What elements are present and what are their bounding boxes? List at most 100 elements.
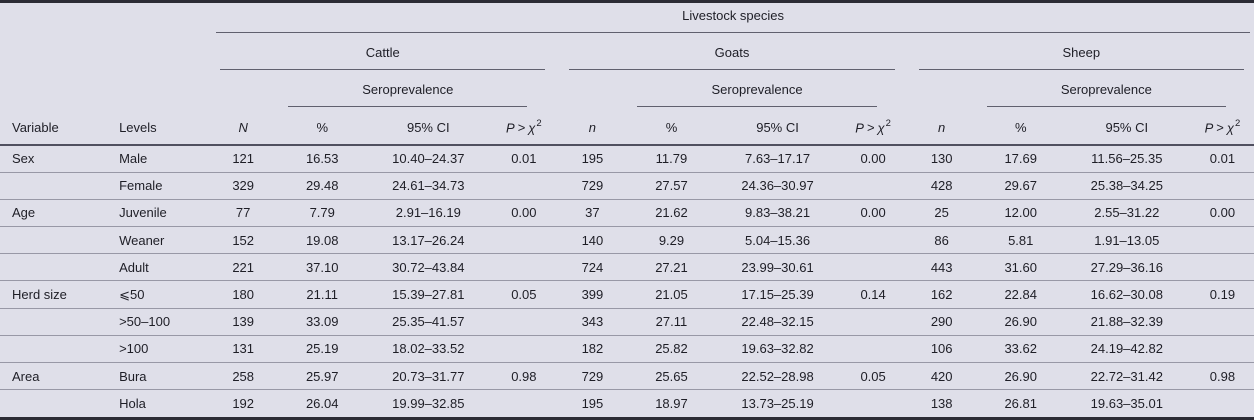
cell-cattle-percent: 26.04 <box>280 389 365 417</box>
cell-cattle-count: 180 <box>206 280 281 309</box>
cell-variable: Age <box>0 198 108 227</box>
cell-goats-percent: 27.11 <box>629 307 714 336</box>
cell-goats-p <box>841 307 905 336</box>
cell-cattle-ci: 19.99–32.85 <box>364 389 493 417</box>
cell-sheep-p <box>1190 171 1254 200</box>
cell-goats-ci: 22.52–28.98 <box>713 361 842 390</box>
cell-level: Hola <box>107 389 207 417</box>
cell-cattle-percent: 25.97 <box>280 361 365 390</box>
cell-sheep-ci: 16.62–30.08 <box>1062 280 1191 309</box>
cell-goats-ci: 24.36–30.97 <box>713 171 842 200</box>
header-livestock-species: Livestock species <box>206 3 1254 33</box>
cell-level: >100 <box>107 334 207 363</box>
cell-sheep-ci: 2.55–31.22 <box>1062 198 1191 227</box>
livestock-species-spanner: Livestock species <box>216 8 1250 33</box>
cell-sheep-percent: 26.81 <box>978 389 1063 417</box>
cell-sheep-ci: 25.38–34.25 <box>1062 171 1191 200</box>
cell-sheep-ci: 19.63–35.01 <box>1062 389 1191 417</box>
col-header-cattle-p: P > χ2 <box>492 107 556 146</box>
p-symbol: P <box>506 120 515 135</box>
seroprevalence-spanner: Seroprevalence <box>637 82 877 107</box>
cell-goats-ci: 17.15–25.39 <box>713 280 842 309</box>
col-header-sheep-ci: 95% CI <box>1062 107 1191 146</box>
cell-cattle-ci: 2.91–16.19 <box>364 198 493 227</box>
table-row: Female 329 29.48 24.61–34.73 729 27.57 24.36–3… <box>0 171 1254 200</box>
cell-cattle-count: 139 <box>206 307 281 336</box>
col-header-cattle-count: N <box>206 107 281 146</box>
cell-sheep-ci: 22.72–31.42 <box>1062 361 1191 390</box>
cell-goats-percent: 21.62 <box>629 198 714 227</box>
chi-superscript: 2 <box>885 117 891 129</box>
cell-sheep-p <box>1190 253 1254 281</box>
header-row-livestock: Livestock species <box>0 3 1254 33</box>
cell-sheep-percent: 17.69 <box>1004 151 1037 167</box>
cell-goats-ci: 9.83–38.21 <box>713 198 842 227</box>
cell-goats-count: 140 <box>555 226 630 254</box>
col-header-sheep-count: n <box>904 107 979 146</box>
col-header-sheep-percent: % <box>978 107 1063 146</box>
cell-goats-p: 0.00 <box>841 198 905 227</box>
cell-cattle-p: 0.98 <box>492 361 556 390</box>
col-header-variable: Variable <box>0 107 108 146</box>
cell-goats-percent: 21.05 <box>629 280 714 309</box>
cell-cattle-count: 329 <box>206 171 281 200</box>
cell-cattle-percent: 25.19 <box>280 334 365 363</box>
cell-sheep-count: 86 <box>904 226 979 254</box>
cattle-label: Cattle <box>365 45 400 60</box>
header-spacer <box>555 70 629 107</box>
header-species-cattle: Cattle <box>206 33 555 70</box>
cell-cattle-percent: 21.11 <box>280 280 365 309</box>
cell-goats-p <box>841 334 905 363</box>
table-row: Area Bura 258 25.97 20.73–31.77 0.98 729 25.65 2… <box>0 361 1254 390</box>
cell-cattle-p: 0.05 <box>492 280 556 309</box>
cell-level: ⩽50 <box>107 280 207 309</box>
sheep-label: Sheep <box>1062 45 1101 60</box>
table-row: >50–100 139 33.09 25.35–41.57 343 27.11 22.48–… <box>0 307 1254 336</box>
seroprevalence-label: Seroprevalence <box>1060 82 1152 97</box>
table-row: Hola 192 26.04 19.99–32.85 195 18.97 13.73–25.… <box>0 389 1254 417</box>
cell-sheep-p <box>1190 389 1254 417</box>
table-row: >100 131 25.19 18.02–33.52 182 25.82 19.63–32.… <box>0 334 1254 363</box>
cell-cattle-ci: 24.61–34.73 <box>364 171 493 200</box>
cell-goats-p <box>841 389 905 417</box>
cell-cattle-p: 0.00 <box>492 198 556 227</box>
cell-goats-count: 195 <box>581 151 604 167</box>
cell-goats-p: 0.00 <box>860 151 886 167</box>
cell-cattle-percent: 16.53 <box>305 151 339 167</box>
cell-sheep-count: 428 <box>904 171 979 200</box>
cell-cattle-count: 152 <box>206 226 281 254</box>
cell-level: Female <box>107 171 207 200</box>
chi-superscript: 2 <box>536 117 542 129</box>
seroprevalence-table: Livestock species Cattle Goats Sheep <box>0 3 1254 417</box>
cell-sheep-count: 106 <box>904 334 979 363</box>
table-row: Sex Male 121 16.53 10.40–24.37 0.01 195 11.79 7.… <box>0 145 1254 172</box>
header-seroprevalence-cattle: Seroprevalence <box>280 70 555 107</box>
cell-cattle-percent: 29.48 <box>280 171 365 200</box>
cell-cattle-p <box>492 171 556 200</box>
cell-cattle-count: 131 <box>206 334 281 363</box>
table-row: Adult 221 37.10 30.72–43.84 724 27.21 23.99–30… <box>0 253 1254 281</box>
cell-cattle-p <box>492 334 556 363</box>
header-spacer <box>0 3 206 33</box>
cell-goats-percent: 25.82 <box>629 334 714 363</box>
cell-variable: Herd size <box>0 280 108 309</box>
col-header-cattle-percent: % <box>280 107 365 146</box>
cell-level: Juvenile <box>107 198 207 227</box>
cell-goats-p: 0.14 <box>841 280 905 309</box>
cell-cattle-p <box>492 226 556 254</box>
cell-variable <box>0 171 108 200</box>
table-row: Age Juvenile 77 7.79 2.91–16.19 0.00 37 21.62 9.… <box>0 198 1254 227</box>
header-species-sheep: Sheep <box>905 33 1254 70</box>
cell-level: >50–100 <box>107 307 207 336</box>
header-seroprevalence-goats: Seroprevalence <box>629 70 904 107</box>
seroprevalence-spanner: Seroprevalence <box>986 82 1226 107</box>
cell-sheep-p: 0.00 <box>1190 198 1254 227</box>
cell-sheep-p <box>1190 334 1254 363</box>
cell-sheep-count: 138 <box>904 389 979 417</box>
cell-cattle-ci: 30.72–43.84 <box>364 253 493 281</box>
cell-cattle-ci: 20.73–31.77 <box>364 361 493 390</box>
col-header-goats-percent: % <box>629 107 714 146</box>
cell-sheep-percent: 33.62 <box>978 334 1063 363</box>
header-species-goats: Goats <box>555 33 904 70</box>
cell-sheep-percent: 26.90 <box>978 361 1063 390</box>
